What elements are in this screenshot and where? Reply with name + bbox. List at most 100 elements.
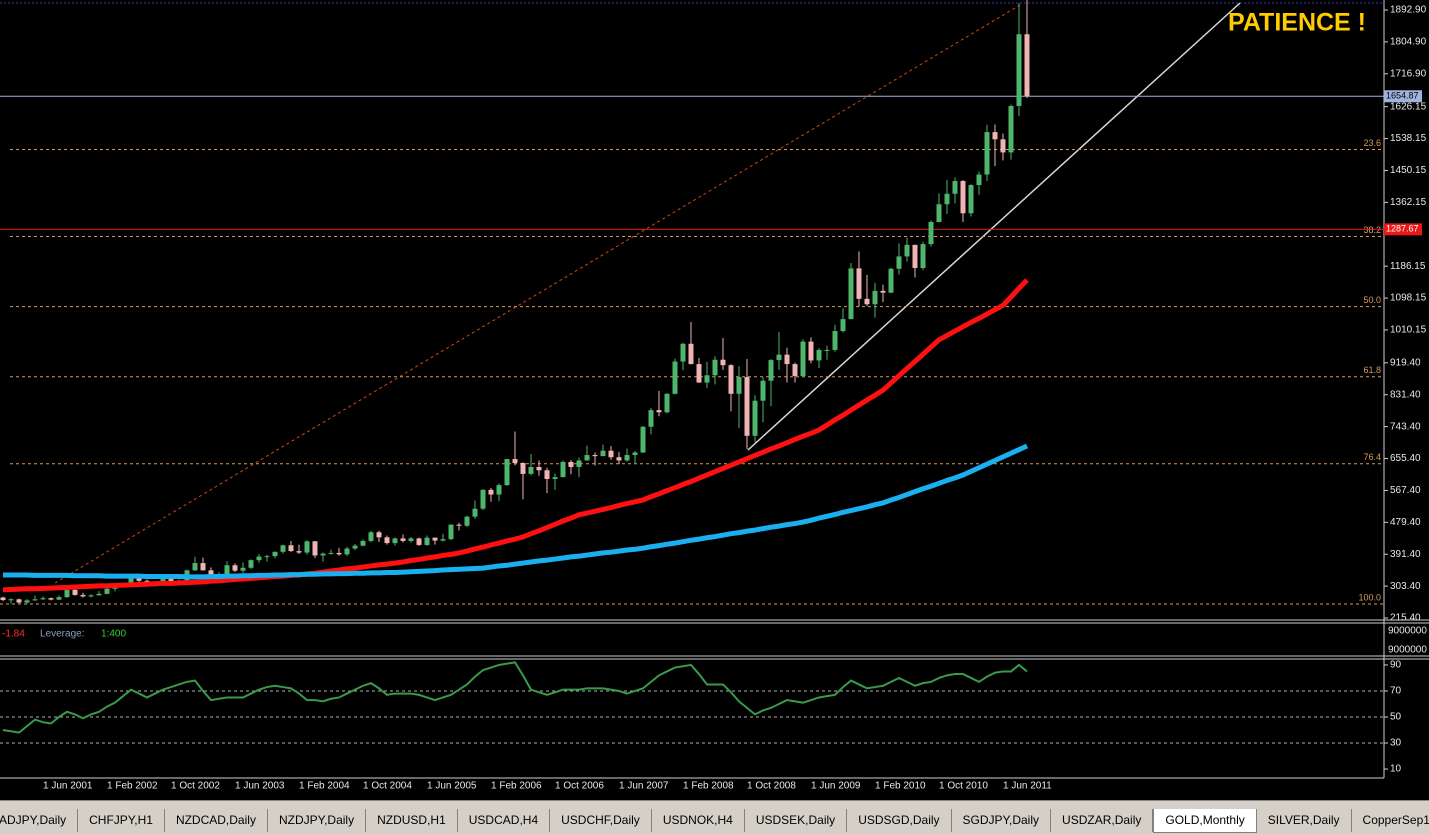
- candle-body: [400, 538, 406, 541]
- candle-body: [408, 538, 414, 541]
- y-tick-label: 1804.90: [1390, 37, 1427, 48]
- leverage-value: 1:400: [101, 629, 126, 640]
- x-tick-label: 1 Jun 2005: [427, 781, 477, 792]
- fibo-level-label: 23.6: [1363, 138, 1381, 148]
- chart-tab[interactable]: CHFJPY,H1: [78, 809, 165, 832]
- candle-body: [824, 349, 830, 351]
- candle-body: [512, 459, 518, 464]
- candle-body: [904, 244, 910, 257]
- candle-body: [360, 540, 366, 546]
- candle-body: [272, 551, 278, 557]
- y-tick-label: 1626.15: [1390, 101, 1427, 112]
- chart-tab[interactable]: NZDJPY,Daily: [268, 809, 367, 832]
- x-tick-label: 1 Feb 2008: [683, 781, 734, 792]
- candle-body: [656, 410, 662, 413]
- chart-tab[interactable]: SILVER,Daily: [1257, 809, 1352, 832]
- candle-body: [72, 589, 78, 595]
- chart-tab[interactable]: ADJPY,Daily: [0, 809, 79, 832]
- candle-body: [744, 377, 750, 436]
- candle-body: [816, 349, 822, 361]
- candle-body: [928, 221, 934, 245]
- candle-body: [760, 380, 766, 401]
- y-tick-label: 1098.15: [1390, 293, 1427, 304]
- candle-body: [720, 359, 726, 366]
- candle-body: [632, 452, 638, 456]
- candle-body: [448, 524, 454, 540]
- chart-tab[interactable]: NZDUSD,H1: [366, 809, 458, 832]
- candle-body: [968, 185, 974, 214]
- candle-body: [728, 365, 734, 394]
- candle-body: [264, 556, 270, 558]
- fibo-level-label: 61.8: [1363, 365, 1381, 375]
- candle-body: [680, 343, 686, 362]
- x-tick-label: 1 Oct 2006: [555, 781, 604, 792]
- candle-body: [912, 244, 918, 269]
- candle-body: [592, 455, 598, 457]
- candle-body: [320, 553, 326, 556]
- y-tick-label: 50: [1390, 712, 1402, 723]
- chart-tab[interactable]: NZDCAD,Daily: [165, 809, 268, 832]
- candle-body: [800, 341, 806, 377]
- candle-body: [640, 426, 646, 453]
- y-tick-label: 70: [1390, 686, 1402, 697]
- candle-body: [464, 516, 470, 526]
- chart-tab[interactable]: USDZAR,Daily: [1051, 809, 1154, 832]
- candle-body: [520, 463, 526, 474]
- chart-tab[interactable]: GOLD,Monthly: [1153, 809, 1257, 833]
- candle-body: [40, 598, 46, 600]
- candle-body: [64, 589, 70, 598]
- y-tick-label: 1716.90: [1390, 68, 1427, 79]
- x-tick-label: 1 Jun 2009: [811, 781, 861, 792]
- y-tick-label: 479.40: [1390, 517, 1421, 528]
- price-label: 1654.87: [1386, 91, 1419, 101]
- candle-body: [920, 244, 926, 269]
- candle-body: [32, 599, 38, 601]
- chart-tab[interactable]: SGDJPY,Daily: [952, 809, 1052, 832]
- chart-tab[interactable]: USDNOK,H4: [652, 809, 745, 832]
- candle-body: [424, 537, 430, 545]
- candle-body: [840, 319, 846, 332]
- candle-body: [984, 132, 990, 175]
- candle-body: [496, 485, 502, 495]
- chart-annotation: PATIENCE !: [1228, 9, 1366, 37]
- candle-body: [608, 450, 614, 458]
- moving-average: [2, 278, 1029, 593]
- candle-body: [416, 538, 422, 545]
- candle-body: [832, 331, 838, 350]
- y-tick-label: 10: [1390, 764, 1402, 775]
- chart-tab[interactable]: USDCAD,H4: [458, 809, 551, 832]
- candle-body: [944, 193, 950, 205]
- chart-tab[interactable]: USDSGD,Daily: [847, 809, 952, 832]
- fibo-level-label: 76.4: [1363, 452, 1381, 462]
- candle-body: [696, 364, 702, 383]
- candle-body: [392, 538, 398, 544]
- candle-body: [1000, 139, 1006, 153]
- background: [0, 0, 1429, 800]
- candle-body: [96, 593, 102, 596]
- candle-body: [128, 577, 134, 585]
- candle-body: [648, 410, 654, 427]
- candle-body: [8, 599, 14, 601]
- candle-body: [240, 567, 246, 571]
- chart-tab[interactable]: USDCHF,Daily: [550, 809, 652, 832]
- candle-body: [472, 508, 478, 517]
- candle-body: [616, 457, 622, 461]
- candle-body: [808, 341, 814, 361]
- candle-body: [248, 560, 254, 568]
- fibo-level-label: 100.0: [1358, 592, 1381, 602]
- candle-body: [960, 181, 966, 214]
- candle-body: [80, 594, 86, 597]
- candle-body: [456, 524, 462, 526]
- leverage-label: Leverage:: [40, 629, 84, 640]
- chart-tab[interactable]: CopperSep11,H4: [1352, 809, 1429, 832]
- candle-body: [528, 467, 534, 474]
- candle-body: [952, 181, 958, 194]
- y-tick-label: 1010.15: [1390, 325, 1427, 336]
- x-tick-label: 1 Jun 2001: [43, 781, 93, 792]
- candle-body: [1016, 34, 1022, 107]
- y-tick-label: 215.40: [1390, 613, 1421, 624]
- chart-tab[interactable]: USDSEK,Daily: [745, 809, 848, 832]
- candle-body: [352, 545, 358, 549]
- chart-tabs: ADJPY,Daily CHFJPY,H1 NZDCAD,Daily NZDJPY,D…: [0, 800, 1429, 834]
- candle-body: [208, 570, 214, 576]
